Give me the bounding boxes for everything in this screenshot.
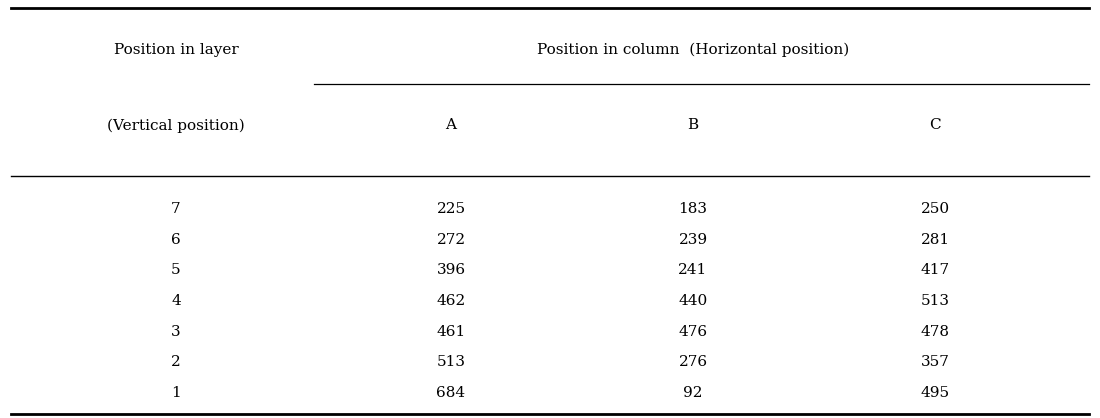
Text: (Vertical position): (Vertical position) bbox=[107, 118, 245, 133]
Text: 272: 272 bbox=[437, 233, 465, 247]
Text: 241: 241 bbox=[679, 263, 707, 277]
Text: 2: 2 bbox=[172, 355, 180, 369]
Text: 6: 6 bbox=[172, 233, 180, 247]
Text: 276: 276 bbox=[679, 355, 707, 369]
Text: 513: 513 bbox=[437, 355, 465, 369]
Text: 4: 4 bbox=[172, 294, 180, 308]
Text: 495: 495 bbox=[921, 386, 949, 400]
Text: 225: 225 bbox=[437, 202, 465, 216]
Text: 7: 7 bbox=[172, 202, 180, 216]
Text: 417: 417 bbox=[921, 263, 949, 277]
Text: 357: 357 bbox=[921, 355, 949, 369]
Text: 183: 183 bbox=[679, 202, 707, 216]
Text: 281: 281 bbox=[921, 233, 949, 247]
Text: 440: 440 bbox=[679, 294, 707, 308]
Text: C: C bbox=[930, 118, 940, 133]
Text: 1: 1 bbox=[172, 386, 180, 400]
Text: 5: 5 bbox=[172, 263, 180, 277]
Text: 462: 462 bbox=[437, 294, 465, 308]
Text: 396: 396 bbox=[437, 263, 465, 277]
Text: 684: 684 bbox=[437, 386, 465, 400]
Text: 250: 250 bbox=[921, 202, 949, 216]
Text: 3: 3 bbox=[172, 325, 180, 339]
Text: 239: 239 bbox=[679, 233, 707, 247]
Text: 92: 92 bbox=[683, 386, 703, 400]
Text: 478: 478 bbox=[921, 325, 949, 339]
Text: Position in column  (Horizontal position): Position in column (Horizontal position) bbox=[537, 43, 849, 57]
Text: 513: 513 bbox=[921, 294, 949, 308]
Text: 461: 461 bbox=[437, 325, 465, 339]
Text: Position in layer: Position in layer bbox=[113, 43, 239, 57]
Text: 476: 476 bbox=[679, 325, 707, 339]
Text: B: B bbox=[688, 118, 698, 133]
Text: A: A bbox=[446, 118, 456, 133]
